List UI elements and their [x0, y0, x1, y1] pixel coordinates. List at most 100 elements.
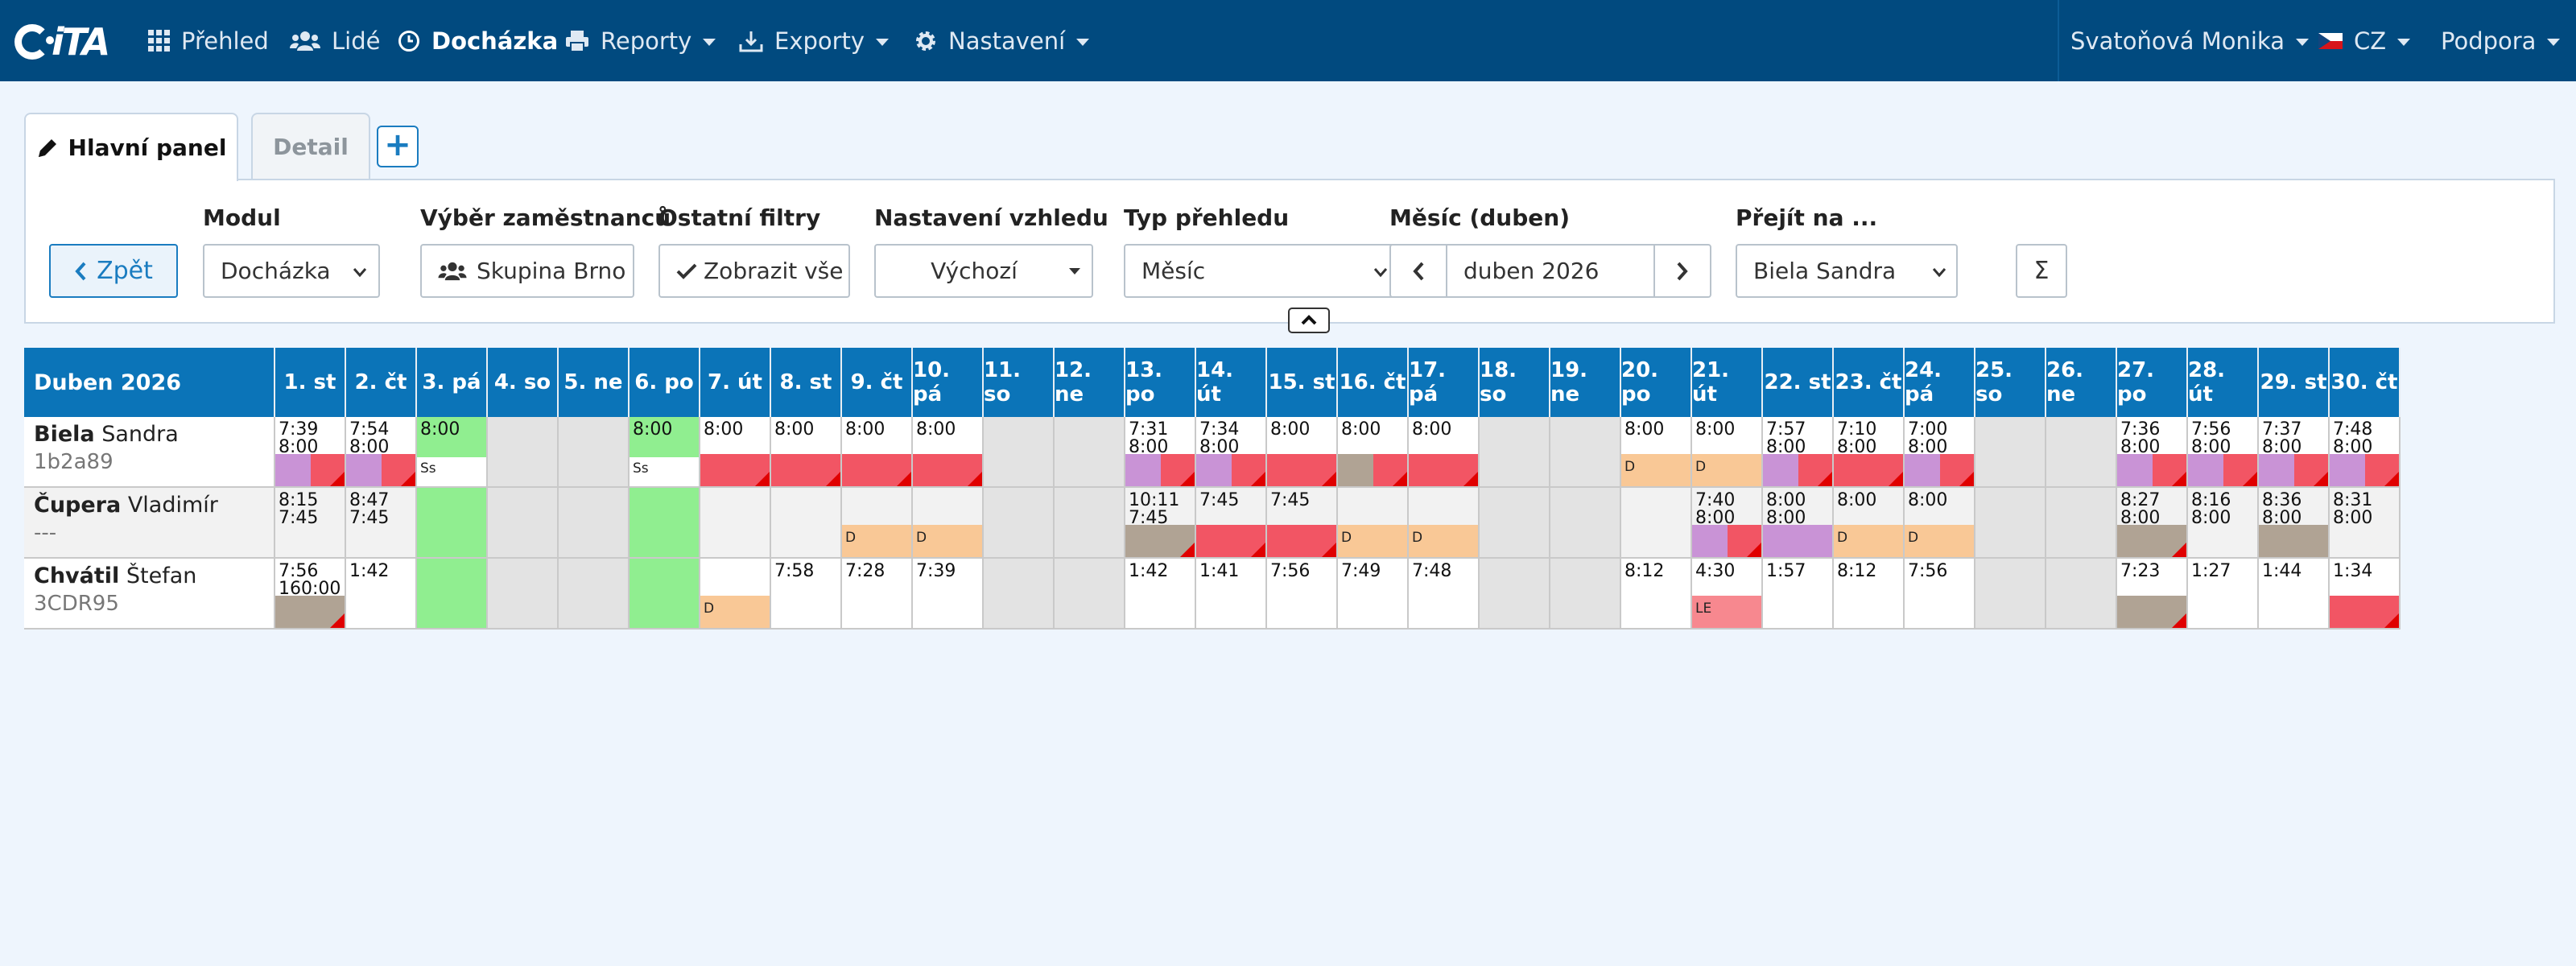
day-cell[interactable]: D: [842, 488, 913, 559]
day-cell[interactable]: 8:12: [1621, 559, 1692, 630]
day-cell[interactable]: 8:15 7:45: [275, 488, 346, 559]
day-cell[interactable]: [488, 559, 559, 630]
day-header-16[interactable]: 16. čt: [1338, 348, 1409, 417]
day-header-27[interactable]: 27. po: [2117, 348, 2188, 417]
month-input[interactable]: duben 2026: [1446, 244, 1655, 298]
day-cell[interactable]: [1480, 488, 1550, 559]
day-cell[interactable]: 7:28: [842, 559, 913, 630]
day-cell[interactable]: 8:36 8:00: [2259, 488, 2330, 559]
day-header-20[interactable]: 20. po: [1621, 348, 1692, 417]
day-cell[interactable]: [488, 488, 559, 559]
day-cell[interactable]: 8:00 D: [1905, 488, 1975, 559]
day-cell[interactable]: 8:00 Ss: [417, 417, 488, 488]
day-header-1[interactable]: 1. st: [275, 348, 346, 417]
day-cell[interactable]: [417, 488, 488, 559]
day-cell[interactable]: 1:42: [1125, 559, 1196, 630]
day-cell[interactable]: 7:39: [913, 559, 984, 630]
day-cell[interactable]: [1055, 417, 1125, 488]
nav-lide[interactable]: Lidé: [290, 0, 380, 81]
employee-group-button[interactable]: Skupina Brno: [420, 244, 634, 298]
goto-employee-select[interactable]: Biela Sandra: [1736, 244, 1958, 298]
day-cell[interactable]: 8:00 8:00: [1763, 488, 1834, 559]
day-header-17[interactable]: 17. pá: [1409, 348, 1480, 417]
day-cell[interactable]: [2046, 417, 2117, 488]
day-header-30[interactable]: 30. čt: [2330, 348, 2401, 417]
day-cell[interactable]: 7:23: [2117, 559, 2188, 630]
day-cell[interactable]: 8:00: [1409, 417, 1480, 488]
day-cell[interactable]: [2046, 559, 2117, 630]
day-cell[interactable]: 7:54 8:00: [346, 417, 417, 488]
day-cell[interactable]: [559, 417, 630, 488]
employee-row-label[interactable]: Biela Sandra 1b2a89: [24, 417, 275, 488]
day-cell[interactable]: [559, 488, 630, 559]
day-cell[interactable]: 8:00: [1338, 417, 1409, 488]
day-cell[interactable]: 7:45: [1196, 488, 1267, 559]
day-cell[interactable]: 7:39 8:00: [275, 417, 346, 488]
prev-month-button[interactable]: [1389, 244, 1447, 298]
day-cell[interactable]: 7:34 8:00: [1196, 417, 1267, 488]
day-header-29[interactable]: 29. st: [2259, 348, 2330, 417]
day-cell[interactable]: [1975, 488, 2046, 559]
day-cell[interactable]: 8:00: [1267, 417, 1338, 488]
day-header-7[interactable]: 7. út: [700, 348, 771, 417]
day-cell[interactable]: 8:00 Ss: [630, 417, 700, 488]
day-cell[interactable]: 8:00 D: [1834, 488, 1905, 559]
day-cell[interactable]: 7:56 160:00: [275, 559, 346, 630]
day-cell[interactable]: [984, 559, 1055, 630]
day-header-8[interactable]: 8. st: [771, 348, 842, 417]
day-cell[interactable]: 8:00: [913, 417, 984, 488]
back-button[interactable]: Zpět: [49, 244, 178, 298]
other-filters-button[interactable]: Zobrazit vše: [658, 244, 850, 298]
next-month-button[interactable]: [1653, 244, 1711, 298]
appearance-select[interactable]: Výchozí: [874, 244, 1093, 298]
day-header-26[interactable]: 26. ne: [2046, 348, 2117, 417]
day-header-2[interactable]: 2. čt: [346, 348, 417, 417]
day-cell[interactable]: [984, 488, 1055, 559]
nav-prehled[interactable]: Přehled: [148, 0, 269, 81]
user-menu[interactable]: Svatoňová Monika: [2070, 0, 2309, 81]
day-cell[interactable]: 7:56: [1267, 559, 1338, 630]
day-header-9[interactable]: 9. čt: [842, 348, 913, 417]
day-cell[interactable]: [1480, 417, 1550, 488]
day-cell[interactable]: [1975, 417, 2046, 488]
day-cell[interactable]: 8:00: [842, 417, 913, 488]
day-cell[interactable]: 7:31 8:00: [1125, 417, 1196, 488]
day-cell[interactable]: 8:16 8:00: [2188, 488, 2259, 559]
day-cell[interactable]: [1480, 559, 1550, 630]
day-cell[interactable]: [417, 559, 488, 630]
day-cell[interactable]: D: [1409, 488, 1480, 559]
day-cell[interactable]: 8:31 8:00: [2330, 488, 2401, 559]
day-cell[interactable]: [984, 417, 1055, 488]
nav-reporty[interactable]: Reporty: [565, 0, 716, 81]
day-cell[interactable]: 7:48: [1409, 559, 1480, 630]
nav-dochazka[interactable]: Docházka: [398, 0, 558, 81]
day-header-11[interactable]: 11. so: [984, 348, 1055, 417]
day-header-13[interactable]: 13. po: [1125, 348, 1196, 417]
day-cell[interactable]: 1:27: [2188, 559, 2259, 630]
day-cell[interactable]: 7:56 8:00: [2188, 417, 2259, 488]
sum-button[interactable]: Σ: [2016, 244, 2067, 298]
nav-nastaveni[interactable]: Nastavení: [914, 0, 1090, 81]
tab-detail[interactable]: Detail: [251, 113, 370, 180]
day-cell[interactable]: [1550, 488, 1621, 559]
day-cell[interactable]: [2046, 488, 2117, 559]
day-cell[interactable]: 1:44: [2259, 559, 2330, 630]
day-cell[interactable]: 8:00 D: [1692, 417, 1763, 488]
day-header-28[interactable]: 28. út: [2188, 348, 2259, 417]
day-cell[interactable]: 1:57: [1763, 559, 1834, 630]
day-cell[interactable]: [1550, 559, 1621, 630]
day-cell[interactable]: 8:47 7:45: [346, 488, 417, 559]
day-cell[interactable]: D: [700, 559, 771, 630]
day-cell[interactable]: 1:42: [346, 559, 417, 630]
language-menu[interactable]: CZ: [2318, 0, 2411, 81]
day-header-21[interactable]: 21. út: [1692, 348, 1763, 417]
day-cell[interactable]: [630, 559, 700, 630]
overview-type-select[interactable]: Měsíc: [1124, 244, 1397, 298]
ita-logo[interactable]: iTA: [14, 21, 124, 63]
day-header-14[interactable]: 14. út: [1196, 348, 1267, 417]
day-header-3[interactable]: 3. pá: [417, 348, 488, 417]
day-cell[interactable]: [1055, 488, 1125, 559]
add-tab-button[interactable]: +: [377, 126, 419, 167]
day-cell[interactable]: 1:34: [2330, 559, 2401, 630]
day-cell[interactable]: [1621, 488, 1692, 559]
